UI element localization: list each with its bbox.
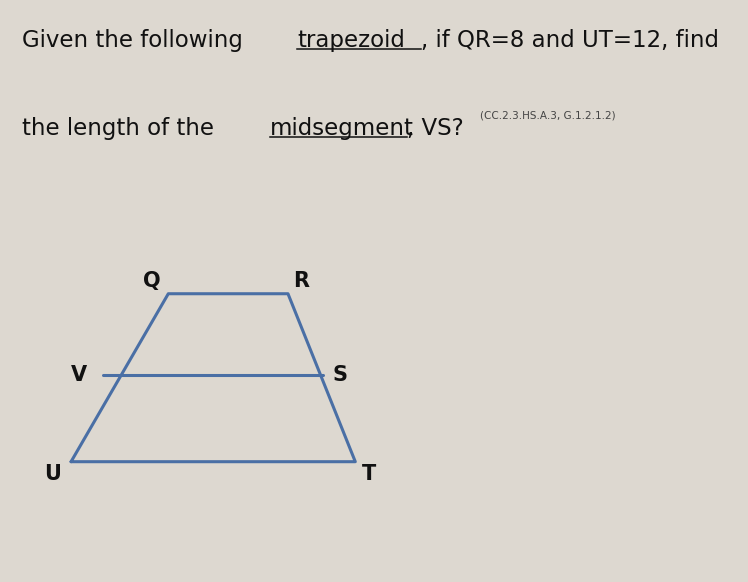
Text: V: V bbox=[71, 365, 88, 385]
Text: Q: Q bbox=[143, 271, 161, 291]
Text: midsegment: midsegment bbox=[270, 118, 414, 140]
Text: trapezoid: trapezoid bbox=[298, 29, 405, 52]
Text: , if QR=8 and UT=12, find: , if QR=8 and UT=12, find bbox=[421, 29, 719, 52]
Text: U: U bbox=[44, 464, 61, 484]
Text: R: R bbox=[293, 271, 310, 291]
Text: T: T bbox=[361, 464, 376, 484]
Text: , VS?: , VS? bbox=[408, 118, 465, 140]
Text: (CC.2.3.HS.A.3, G.1.2.1.2): (CC.2.3.HS.A.3, G.1.2.1.2) bbox=[480, 111, 616, 121]
Text: the length of the: the length of the bbox=[22, 118, 221, 140]
Text: Given the following: Given the following bbox=[22, 29, 251, 52]
Text: S: S bbox=[332, 365, 347, 385]
